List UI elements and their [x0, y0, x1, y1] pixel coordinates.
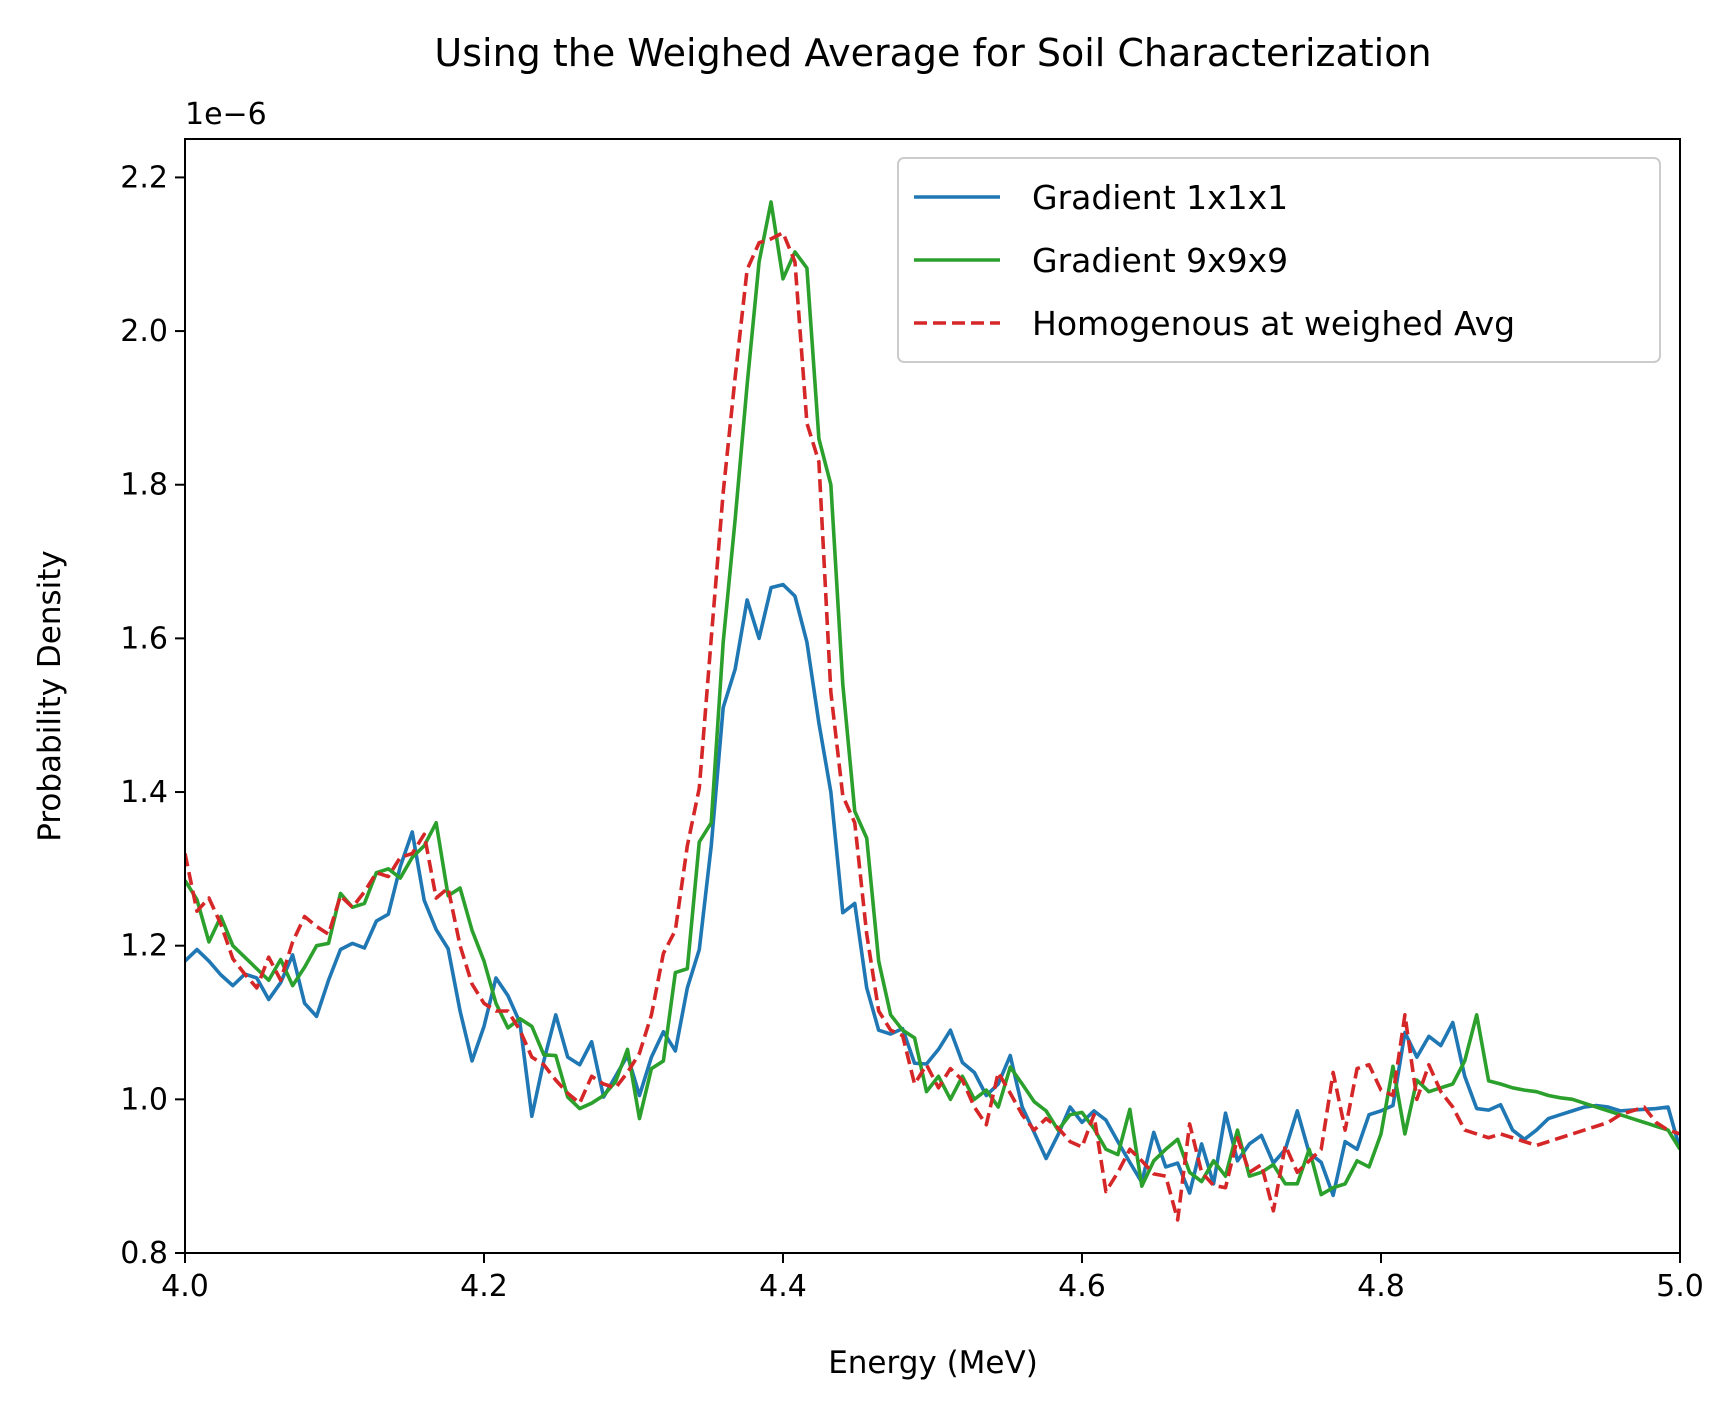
y-tick-label: 0.8 — [120, 1236, 168, 1271]
x-tick-label: 4.4 — [759, 1269, 807, 1304]
legend-label-2: Gradient 9x9x9 — [1032, 241, 1288, 280]
y-tick-label: 1.0 — [120, 1082, 168, 1117]
chart-title: Using the Weighed Average for Soil Chara… — [434, 31, 1431, 75]
legend-items: Gradient 1x1x1 Gradient 9x9x9 Homogenous a… — [914, 178, 1515, 343]
x-tick-label: 5.0 — [1656, 1269, 1704, 1304]
series-layer — [185, 200, 1680, 1222]
legend-label-3: Homogenous at weighed Avg — [1032, 304, 1515, 343]
legend: Gradient 1x1x1 Gradient 9x9x9 Homogenous a… — [897, 157, 1661, 363]
y-axis-label: Probability Density — [32, 550, 68, 842]
x-tick-label: 4.0 — [161, 1269, 209, 1304]
y-tick-label: 1.4 — [120, 775, 168, 810]
x-tick-label: 4.8 — [1357, 1269, 1405, 1304]
x-tick-label: 4.2 — [460, 1269, 508, 1304]
legend-frame — [897, 157, 1661, 363]
y-tick-label: 1.8 — [120, 468, 168, 503]
plot-frame — [184, 138, 1681, 1254]
series-line-3 — [185, 230, 1680, 1222]
y-tick-label: 1.6 — [120, 621, 168, 656]
x-axis: 4.0 4.2 4.4 4.6 4.8 5.0 — [161, 1253, 1704, 1304]
y-axis: 0.8 1.0 1.2 1.4 1.6 1.8 2.0 2.2 — [120, 160, 185, 1271]
series-line-1 — [185, 582, 1680, 1198]
y-tick-label: 2.0 — [120, 314, 168, 349]
y-tick-label: 1.2 — [120, 929, 168, 964]
x-tick-label: 4.6 — [1058, 1269, 1106, 1304]
series-line-2 — [185, 200, 1680, 1197]
y-tick-label: 2.2 — [120, 160, 168, 195]
y-offset-text: 1e−6 — [185, 97, 267, 132]
x-axis-label: Energy (MeV) — [828, 1345, 1038, 1381]
legend-label-1: Gradient 1x1x1 — [1032, 178, 1288, 217]
